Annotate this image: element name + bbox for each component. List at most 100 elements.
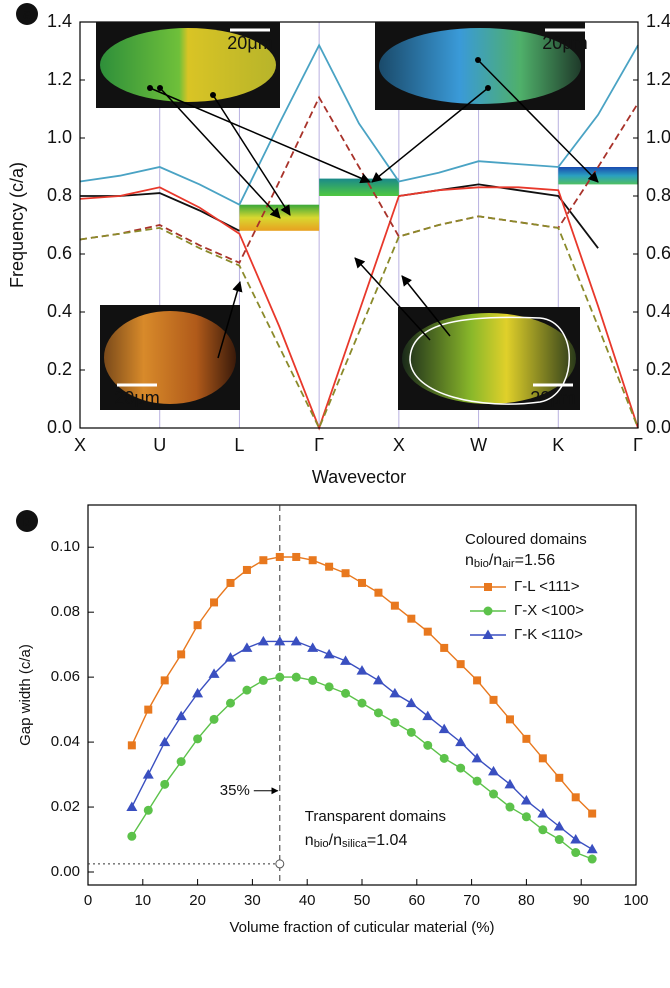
legend-title: Coloured domains	[465, 531, 587, 548]
x-tick-label: L	[234, 435, 244, 455]
y-axis-title: Gap width (c/a)	[17, 644, 34, 746]
marker-triangle	[372, 674, 384, 685]
marker-square	[390, 601, 399, 610]
marker-circle	[538, 825, 548, 835]
y-tick-label: 0.2	[47, 359, 72, 379]
marker-circle	[423, 740, 433, 750]
marker-square	[193, 621, 202, 630]
text-part: /n	[489, 552, 502, 569]
x-tick-label: 20	[189, 892, 206, 909]
marker-circle	[554, 835, 564, 845]
marker-square	[144, 705, 153, 714]
scale-bar-label: 20μm	[227, 33, 272, 53]
arrow	[159, 87, 281, 219]
marker-triangle	[290, 635, 302, 646]
marker-square	[423, 627, 432, 636]
x-tick-label: 100	[623, 892, 648, 909]
panel-label-badge	[16, 3, 38, 25]
text-part: =1.56	[515, 552, 556, 569]
scale-bar-label: 20μm	[114, 388, 159, 408]
text-part: n	[305, 832, 314, 849]
marker-triangle	[520, 795, 532, 805]
marker-square	[555, 773, 564, 782]
x-tick-label: 40	[299, 892, 316, 909]
marker-square	[308, 556, 317, 565]
marker-circle	[390, 718, 400, 728]
domain-outline	[409, 316, 570, 405]
y2-tick-label: 1.2	[646, 69, 670, 89]
annotation-title: Transparent domains	[305, 808, 446, 825]
marker-square	[489, 695, 498, 704]
micrograph-domain	[402, 313, 576, 404]
x-tick-label: 30	[244, 892, 261, 909]
marker-square	[407, 614, 416, 623]
marker-triangle	[175, 710, 187, 721]
marker-square	[177, 650, 186, 659]
y2-tick-label: 1.4	[646, 11, 670, 31]
marker-square	[292, 552, 301, 561]
marker-circle	[587, 854, 597, 864]
y-tick-label: 0.0	[47, 417, 72, 437]
y2-tick-label: 0.4	[646, 301, 670, 321]
marker-triangle	[307, 642, 319, 652]
legend-label: Γ-L <111>	[514, 578, 580, 595]
y-tick-label: 0.08	[51, 603, 80, 620]
marker-triangle	[438, 723, 450, 734]
subscript: air	[502, 558, 515, 570]
marker-circle	[521, 812, 531, 822]
x-tick-label: X	[74, 435, 86, 455]
marker-square	[505, 715, 514, 724]
marker-circle	[489, 789, 499, 799]
marker-triangle	[455, 736, 467, 747]
marker-circle	[291, 672, 301, 682]
marker-triangle	[356, 665, 368, 675]
y-tick-label: 0.00	[51, 863, 80, 880]
marker-circle	[472, 776, 482, 786]
y-tick-label: 1.2	[47, 69, 72, 89]
y2-tick-label: 1.0	[646, 127, 670, 147]
y-tick-label: 1.0	[47, 127, 72, 147]
text-part: n	[465, 552, 474, 569]
x-tick-label: U	[153, 435, 166, 455]
x-tick-label: 50	[354, 892, 371, 909]
marker-square	[242, 565, 251, 574]
marker-circle	[225, 698, 235, 708]
series-line	[131, 556, 593, 814]
x-tick-label: 10	[134, 892, 151, 909]
micrograph-domain	[104, 311, 236, 404]
marker-square	[571, 793, 580, 802]
marker-circle	[357, 698, 367, 708]
subscript: silica	[342, 838, 368, 850]
y-tick-label: 0.6	[47, 243, 72, 263]
x-tick-label: W	[470, 435, 487, 455]
marker-circle	[209, 714, 219, 724]
marker-square	[358, 578, 366, 587]
panel-a: X U L Γ X W K Γ0.00.20.40.60.81.01.21.40.00.20.…	[7, 3, 670, 487]
marker-circle	[456, 763, 466, 773]
arrow	[149, 87, 371, 184]
marker-triangle	[488, 765, 500, 776]
marker-circle	[176, 757, 186, 767]
arrow-origin	[475, 57, 481, 63]
band-gap	[319, 178, 399, 196]
marker-triangle	[471, 752, 483, 763]
legend-note: nbio/nair=1.56	[465, 552, 555, 570]
x-axis-title: Volume fraction of cuticular material (%…	[229, 919, 494, 936]
marker-triangle	[537, 808, 549, 818]
marker-triangle	[570, 834, 582, 844]
marker-square	[275, 552, 284, 561]
x-tick-label: 70	[463, 892, 480, 909]
x-tick-label: 60	[408, 892, 425, 909]
marker-triangle	[405, 697, 417, 708]
band-line	[79, 43, 639, 206]
arrow-origin	[157, 85, 163, 91]
arrow	[371, 87, 489, 183]
marker-circle	[258, 675, 268, 685]
arrow-origin	[210, 92, 216, 98]
marker-circle	[275, 672, 285, 682]
panel-b: 0 10 20 30 40 50 60 70 80 90 100 0.00 0.02 0.04 0.06 0.…	[16, 504, 649, 936]
y-axis-title: Frequency (c/a)	[7, 162, 27, 288]
micrograph-domain	[100, 28, 276, 102]
arrow-origin	[485, 85, 491, 91]
x-axis-title: Wavevector	[312, 467, 406, 487]
